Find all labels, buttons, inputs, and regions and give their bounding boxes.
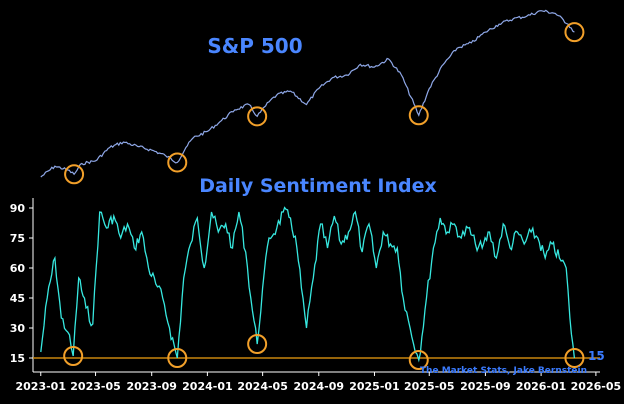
sp500-series-line [40, 9, 575, 178]
x-tick-label: 2023-05 [70, 380, 121, 393]
dsi-title: Daily Sentiment Index [199, 175, 437, 197]
dsi-low-marker [63, 346, 84, 366]
sp500-low-marker [167, 152, 188, 173]
y-tick-label: 60 [10, 262, 26, 275]
x-tick-label: 2024-05 [237, 380, 288, 393]
dsi-low-marker [564, 348, 585, 368]
dsi-panel: Daily Sentiment Index 15 30 45 60 75 90 2023-… [10, 175, 621, 393]
dsi-series-line [40, 206, 576, 363]
x-tick-label: 2025-01 [349, 380, 400, 393]
dsi-low-marker [247, 334, 268, 354]
sp500-low-markers [64, 22, 585, 185]
dsi-low-markers [63, 334, 585, 370]
y-tick-label: 45 [10, 292, 25, 305]
y-tick-label: 15 [10, 352, 25, 365]
y-axis-ticks: 15 30 45 60 75 90 [10, 202, 33, 365]
dsi-low-marker [167, 348, 188, 368]
dsi-low-marker [408, 350, 429, 370]
credit-text: The Market Stats, Jake Bernstein [420, 366, 587, 376]
x-tick-label: 2026-05 [571, 380, 622, 393]
x-tick-label: 2024-09 [294, 380, 345, 393]
x-tick-label: 2026-01 [516, 380, 567, 393]
x-axis-ticks: 2023-01 2023-05 2023-09 2024-01 2024-05 2024-… [16, 372, 622, 393]
y-tick-label: 30 [10, 322, 26, 335]
dsi-end-value-label: 15 [588, 349, 605, 363]
sp500-panel: S&P 500 [40, 9, 585, 185]
x-tick-label: 2024-01 [182, 380, 233, 393]
sp500-low-marker [64, 164, 85, 185]
x-tick-label: 2023-01 [16, 380, 67, 393]
x-tick-label: 2025-09 [460, 380, 511, 393]
sp500-low-marker [564, 22, 585, 43]
sp500-title: S&P 500 [207, 34, 302, 58]
x-tick-label: 2023-09 [126, 380, 177, 393]
y-tick-label: 90 [10, 202, 26, 215]
sp500-low-marker [247, 106, 268, 127]
sp500-low-marker [408, 105, 429, 126]
x-tick-label: 2025-05 [404, 380, 455, 393]
y-tick-label: 75 [10, 232, 25, 245]
